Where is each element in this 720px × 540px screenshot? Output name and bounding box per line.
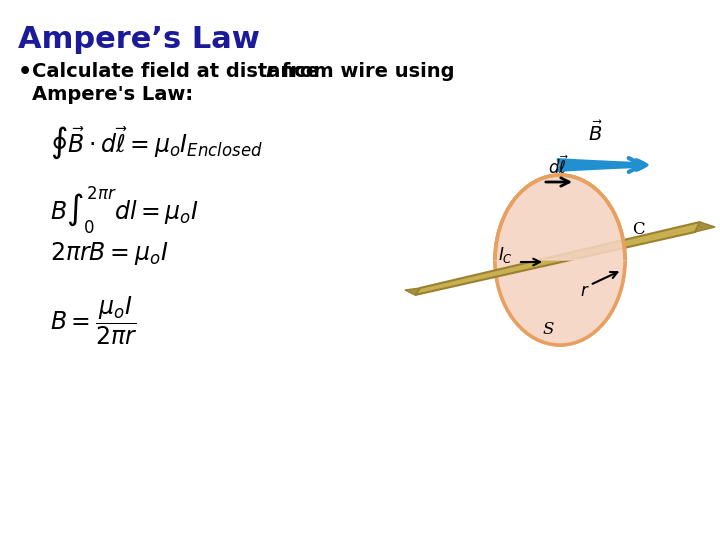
Text: $2\pi r B = \mu_o I$: $2\pi r B = \mu_o I$ [50,240,168,267]
Text: from wire using: from wire using [275,62,454,81]
Polygon shape [405,288,420,295]
Polygon shape [495,175,625,260]
Text: •: • [18,62,32,82]
Polygon shape [415,222,700,295]
Text: $\vec{B}$: $\vec{B}$ [588,121,603,145]
Text: Calculate field at distance: Calculate field at distance [32,62,326,81]
Text: $d\vec{\ell}$: $d\vec{\ell}$ [548,156,568,178]
Text: $I_C$: $I_C$ [498,245,513,265]
Text: r: r [265,62,274,81]
Text: Ampere's Law:: Ampere's Law: [32,85,193,104]
Text: $\oint \vec{B} \cdot d\vec{\ell} = \mu_o I_{Enclosed}$: $\oint \vec{B} \cdot d\vec{\ell} = \mu_o… [50,125,263,161]
Text: Ampere’s Law: Ampere’s Law [18,25,260,54]
Text: $r$: $r$ [580,284,590,300]
Text: $B \int_0^{2\pi r} dl = \mu_o I$: $B \int_0^{2\pi r} dl = \mu_o I$ [50,185,199,237]
Polygon shape [695,222,715,232]
Text: C: C [632,221,644,239]
Ellipse shape [495,175,625,345]
Text: S: S [542,321,554,339]
Text: $B = \dfrac{\mu_o I}{2\pi r}$: $B = \dfrac{\mu_o I}{2\pi r}$ [50,295,138,347]
